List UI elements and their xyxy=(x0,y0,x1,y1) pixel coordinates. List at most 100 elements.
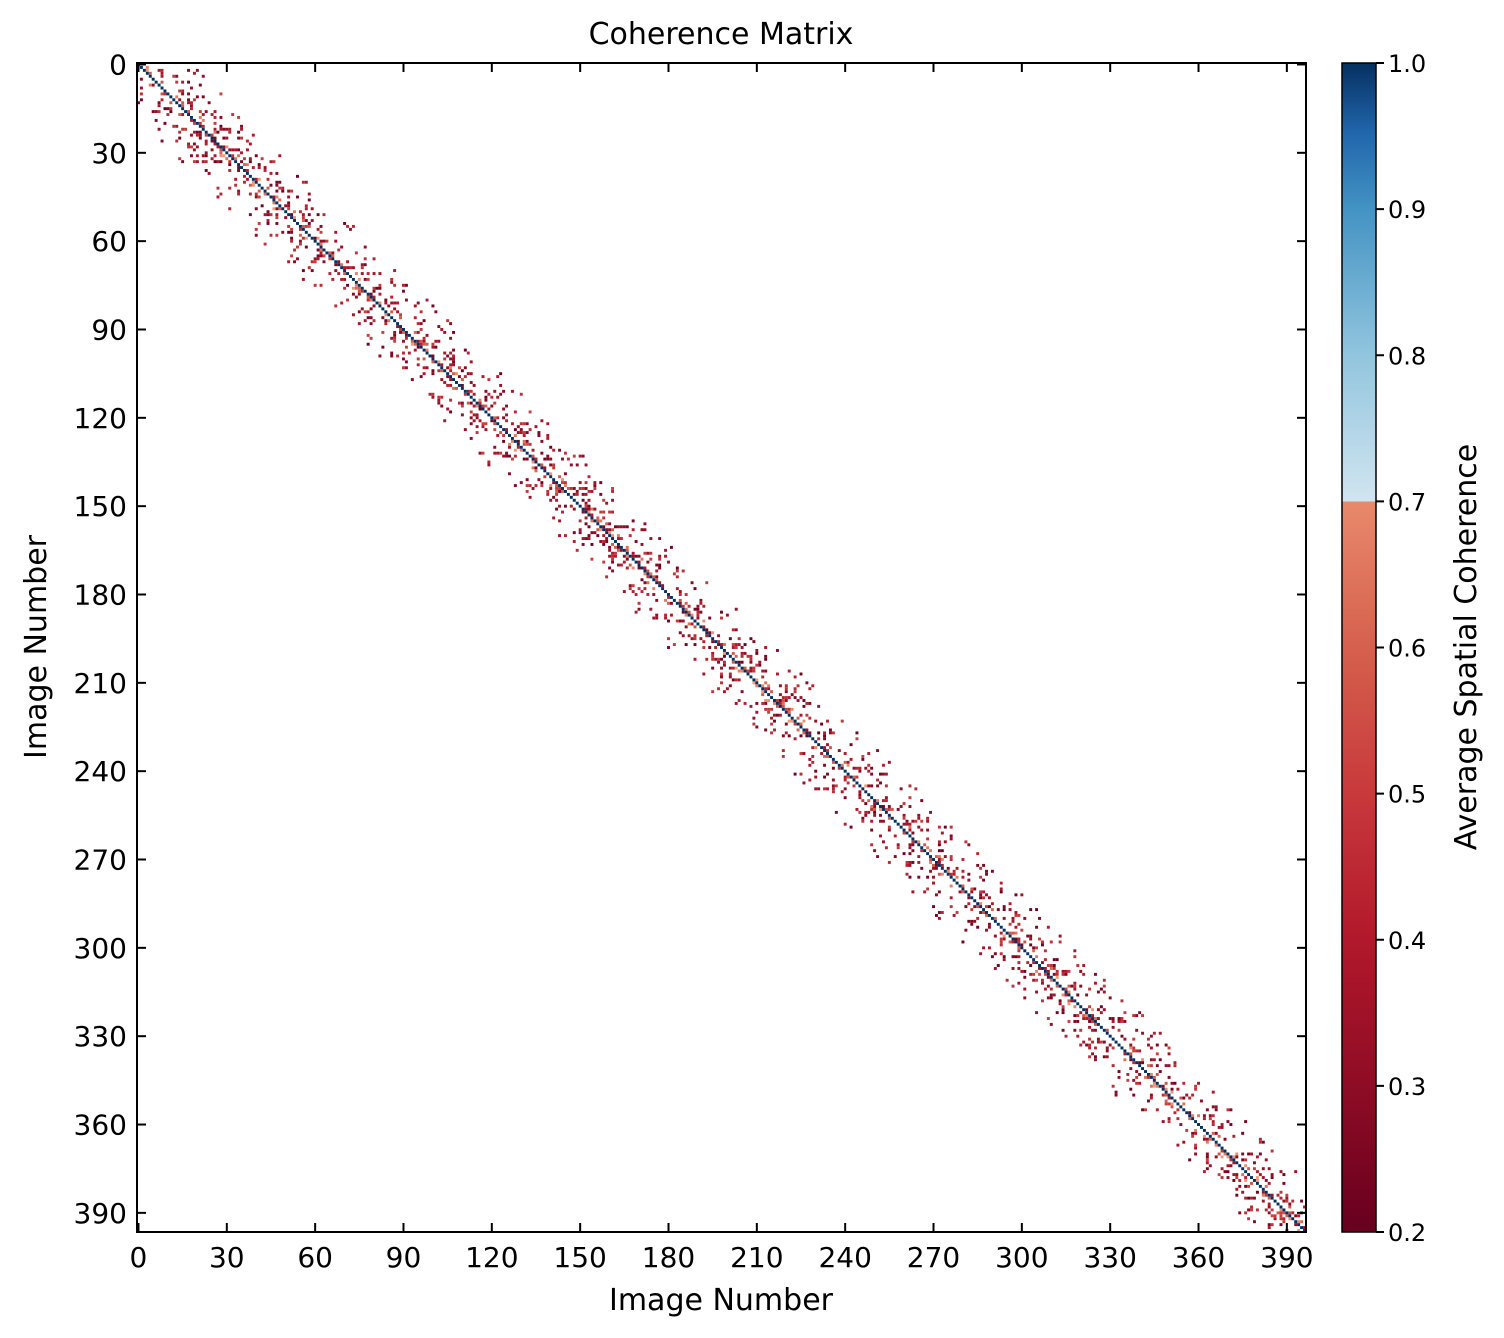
heatmap-cell xyxy=(1093,1055,1097,1059)
heatmap-cell xyxy=(558,519,562,523)
heatmap-cell xyxy=(1002,958,1006,962)
diagonal-cell xyxy=(190,116,193,119)
heatmap-cell xyxy=(643,587,647,591)
heatmap-cell xyxy=(637,607,641,611)
heatmap-cell xyxy=(304,180,308,184)
heatmap-cell xyxy=(213,160,217,164)
diagonal-cell xyxy=(1199,1125,1203,1129)
diagonal-cell xyxy=(293,219,296,222)
heatmap-cell xyxy=(593,507,597,511)
heatmap-cell xyxy=(251,166,255,169)
heatmap-cell xyxy=(616,548,620,552)
heatmap-cell xyxy=(552,448,556,452)
heatmap-cell xyxy=(1258,1173,1262,1177)
diagonal-cell xyxy=(402,328,405,331)
heatmap-cell xyxy=(1132,1093,1136,1097)
heatmap-cell xyxy=(664,548,668,552)
heatmap-cell xyxy=(187,68,190,72)
heatmap-cell xyxy=(466,389,470,393)
heatmap-cell xyxy=(204,133,208,137)
heatmap-cell xyxy=(369,307,373,311)
heatmap-cell xyxy=(584,463,588,467)
heatmap-cell xyxy=(684,643,688,647)
heatmap-cell xyxy=(1220,1176,1224,1179)
heatmap-cell xyxy=(437,339,441,343)
heatmap-cell xyxy=(578,519,582,523)
heatmap-cell xyxy=(1144,1075,1147,1079)
heatmap-cell xyxy=(198,136,202,140)
heatmap-cell xyxy=(926,837,930,841)
diagonal-cell xyxy=(749,675,753,679)
heatmap-cell xyxy=(787,710,791,714)
heatmap-cell xyxy=(837,766,841,770)
heatmap-cell xyxy=(1220,1155,1224,1159)
heatmap-cell xyxy=(934,866,938,870)
heatmap-cell xyxy=(934,863,938,867)
heatmap-cell xyxy=(260,204,264,208)
heatmap-cell xyxy=(908,846,912,850)
heatmap-cell xyxy=(1176,1143,1180,1147)
heatmap-cell xyxy=(281,186,285,190)
diagonal-cell xyxy=(328,254,332,258)
diagonal-cell xyxy=(584,510,588,514)
heatmap-cell xyxy=(578,454,582,458)
heatmap-cell xyxy=(940,872,944,876)
heatmap-cell xyxy=(1247,1152,1251,1156)
heatmap-cell xyxy=(720,666,723,670)
heatmap-cell xyxy=(319,242,323,246)
heatmap-cell xyxy=(1194,1131,1198,1135)
heatmap-cell xyxy=(440,404,444,408)
heatmap-cell xyxy=(157,68,161,72)
heatmap-cell xyxy=(419,328,423,331)
heatmap-cell xyxy=(1117,1019,1121,1023)
heatmap-cell xyxy=(861,757,865,761)
diagonal-cell xyxy=(1149,1075,1153,1079)
heatmap-cell xyxy=(743,643,747,647)
heatmap-cell xyxy=(940,863,944,867)
heatmap-cell xyxy=(496,395,500,399)
heatmap-cell xyxy=(926,846,930,850)
heatmap-cell xyxy=(1199,1099,1203,1103)
heatmap-cell xyxy=(937,916,941,920)
heatmap-cell xyxy=(1032,961,1036,965)
heatmap-cell xyxy=(175,139,179,143)
heatmap-cell xyxy=(425,298,429,302)
heatmap-cell xyxy=(1211,1120,1215,1124)
heatmap-cell xyxy=(879,813,882,817)
heatmap-cell xyxy=(902,822,906,826)
diagonal-cell xyxy=(1023,949,1027,953)
heatmap-cell xyxy=(1088,1019,1092,1023)
heatmap-cell xyxy=(1017,966,1021,970)
heatmap-cell xyxy=(340,277,344,281)
heatmap-cell xyxy=(640,542,644,546)
heatmap-cell xyxy=(1011,919,1015,923)
diagonal-cell xyxy=(1270,1196,1274,1200)
heatmap-cell xyxy=(1270,1193,1274,1197)
heatmap-cell xyxy=(1297,1229,1301,1232)
heatmap-cell xyxy=(775,672,779,676)
diagonal-cell xyxy=(310,236,314,240)
heatmap-cell xyxy=(1241,1152,1245,1156)
heatmap-cell xyxy=(1029,937,1033,941)
heatmap-cell xyxy=(522,442,526,446)
heatmap-cell xyxy=(1170,1087,1174,1091)
heatmap-cell xyxy=(873,805,877,808)
heatmap-cell xyxy=(528,442,532,446)
diagonal-cell xyxy=(693,619,697,623)
heatmap-cell xyxy=(864,813,868,817)
heatmap-cell xyxy=(982,946,986,950)
heatmap-cell xyxy=(1093,1028,1097,1032)
heatmap-cell xyxy=(531,454,535,458)
heatmap-cell xyxy=(1073,987,1077,991)
heatmap-cell xyxy=(493,422,497,426)
diagonal-cell xyxy=(917,843,921,847)
heatmap-cell xyxy=(181,113,185,116)
heatmap-cell xyxy=(1235,1187,1239,1191)
heatmap-cell xyxy=(1076,993,1080,997)
heatmap-cell xyxy=(449,378,453,382)
heatmap-cell xyxy=(393,336,397,340)
heatmap-cell xyxy=(817,704,821,708)
diagonal-cell xyxy=(999,925,1003,929)
heatmap-cell xyxy=(1141,1058,1145,1062)
heatmap-cell xyxy=(190,154,193,158)
